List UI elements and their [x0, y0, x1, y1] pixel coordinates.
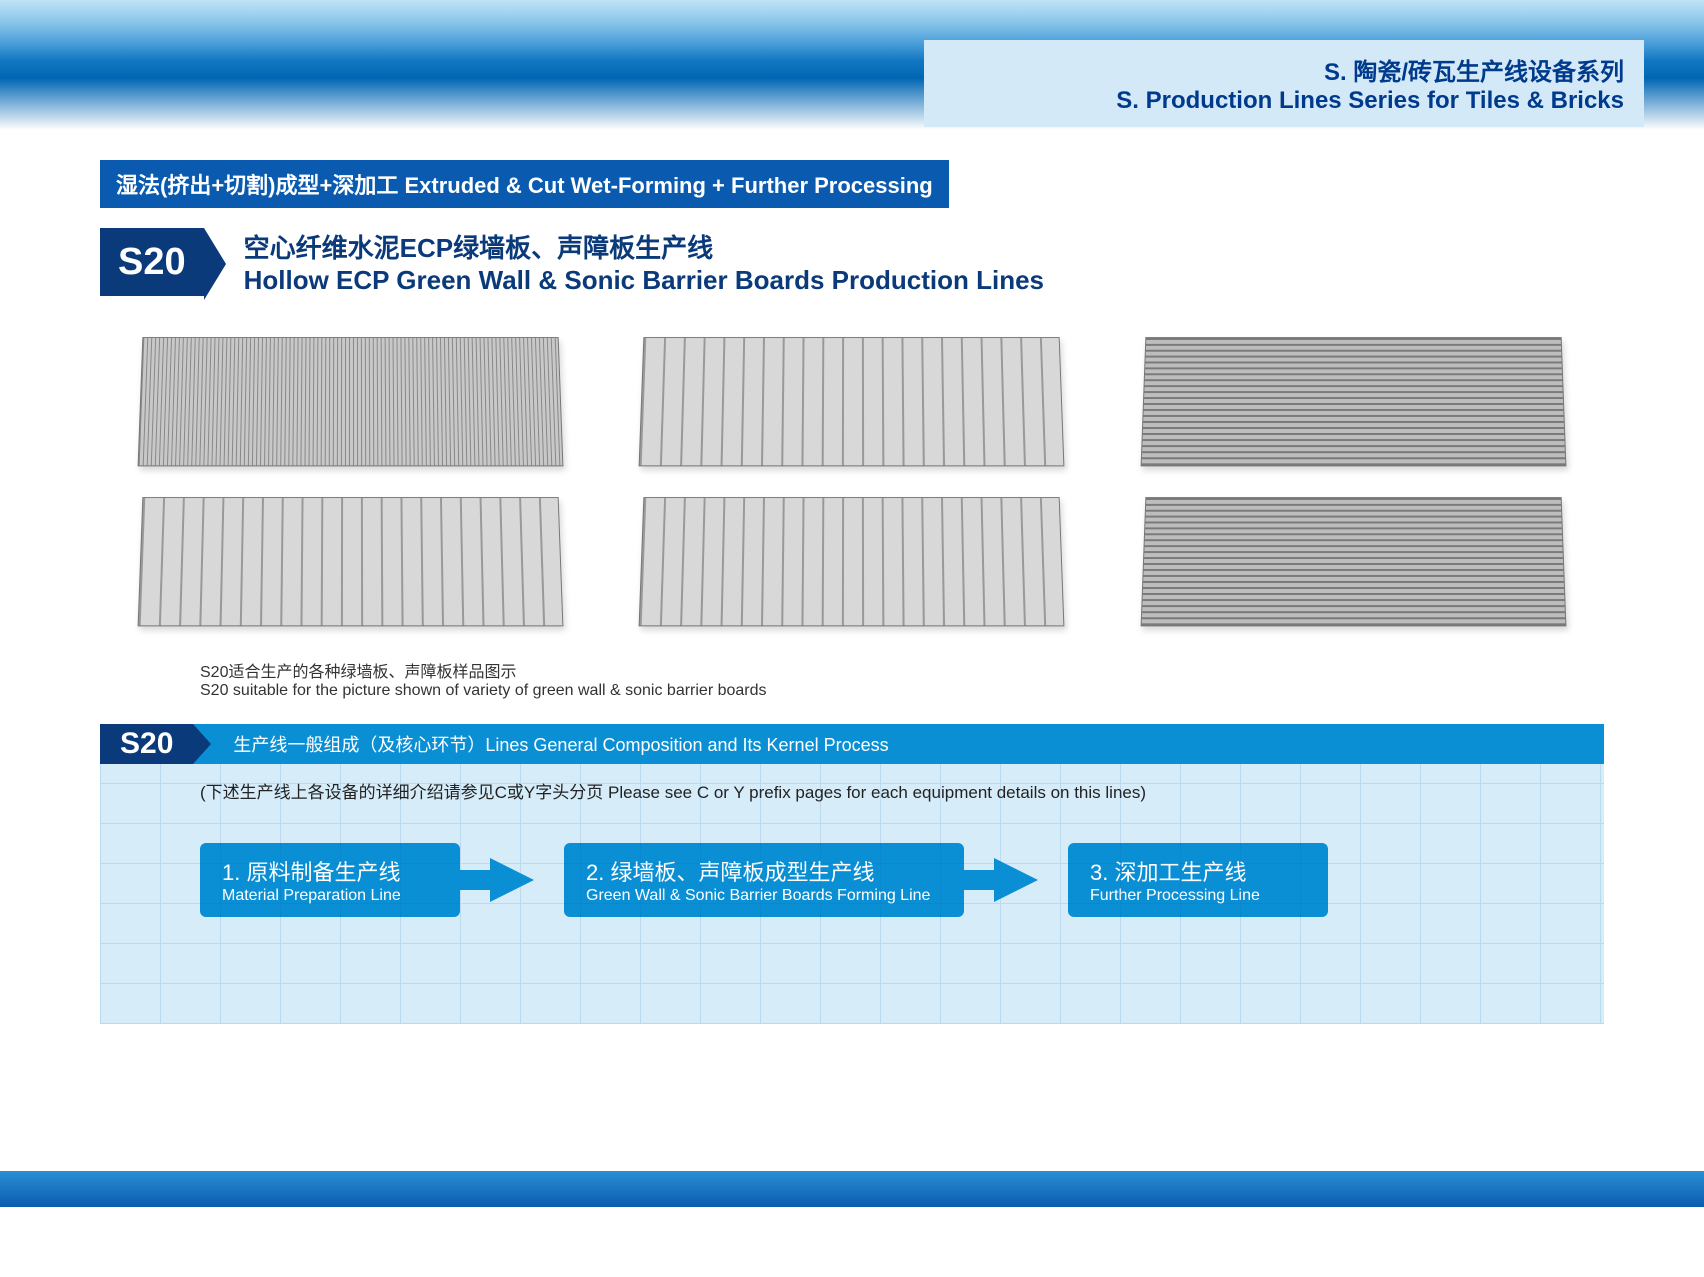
flow-step-2-en: Green Wall & Sonic Barrier Boards Formin…: [586, 887, 942, 905]
header-title-cn: S. 陶瓷/砖瓦生产线设备系列: [944, 52, 1624, 87]
process-flow-row: 1. 原料制备生产线 Material Preparation Line 2. …: [200, 843, 1504, 917]
header-label-box: S. 陶瓷/砖瓦生产线设备系列 S. Production Lines Seri…: [924, 40, 1644, 127]
product-title-row: S20 空心纤维水泥ECP绿墙板、声障板生产线 Hollow ECP Green…: [100, 228, 1604, 296]
process-reference-note: (下述生产线上各设备的详细介绍请参见C或Y字头分页 Please see C o…: [200, 778, 1504, 803]
product-sample-grid: [100, 326, 1604, 646]
section-category-bar: 湿法(挤出+切割)成型+深加工 Extruded & Cut Wet-Formi…: [100, 160, 949, 208]
flow-step-1-cn: 1. 原料制备生产线: [222, 855, 438, 887]
main-content: 湿法(挤出+切割)成型+深加工 Extruded & Cut Wet-Formi…: [0, 130, 1704, 1024]
sample-caption-cn: S20适合生产的各种绿墙板、声障板样品图示: [200, 658, 1604, 682]
flow-arrow-icon: [994, 858, 1038, 902]
flow-step-1: 1. 原料制备生产线 Material Preparation Line: [200, 843, 460, 917]
sample-board-4: [138, 497, 564, 626]
composition-header-bar: S20 生产线一般组成（及核心环节）Lines General Composit…: [100, 724, 1604, 764]
sample-board-3: [1140, 337, 1566, 466]
top-gradient-banner: S. 陶瓷/砖瓦生产线设备系列 S. Production Lines Seri…: [0, 0, 1704, 130]
composition-label: 生产线一般组成（及核心环节）Lines General Composition …: [233, 731, 888, 757]
header-title-en: S. Production Lines Series for Tiles & B…: [944, 87, 1624, 115]
product-code-badge: S20: [100, 228, 204, 296]
sample-caption-en: S20 suitable for the picture shown of va…: [200, 682, 1604, 700]
product-title-text: 空心纤维水泥ECP绿墙板、声障板生产线 Hollow ECP Green Wal…: [244, 228, 1044, 296]
flow-step-3-en: Further Processing Line: [1090, 887, 1306, 905]
product-title-cn: 空心纤维水泥ECP绿墙板、声障板生产线: [244, 228, 1044, 265]
flow-step-1-en: Material Preparation Line: [222, 887, 438, 905]
flow-step-2: 2. 绿墙板、声障板成型生产线 Green Wall & Sonic Barri…: [564, 843, 964, 917]
footer-gradient-strip: [0, 1171, 1704, 1207]
flow-arrow-icon: [490, 858, 534, 902]
sample-board-2: [639, 337, 1065, 466]
flow-step-3: 3. 深加工生产线 Further Processing Line: [1068, 843, 1328, 917]
sample-board-5: [639, 497, 1065, 626]
flow-step-2-cn: 2. 绿墙板、声障板成型生产线: [586, 855, 942, 887]
sample-caption: S20适合生产的各种绿墙板、声障板样品图示 S20 suitable for t…: [200, 658, 1604, 700]
sample-board-6: [1140, 497, 1566, 626]
composition-code-badge: S20: [100, 724, 193, 764]
sample-board-1: [138, 337, 564, 466]
flow-step-3-cn: 3. 深加工生产线: [1090, 855, 1306, 887]
process-flow-panel: (下述生产线上各设备的详细介绍请参见C或Y字头分页 Please see C o…: [100, 764, 1604, 1024]
product-title-en: Hollow ECP Green Wall & Sonic Barrier Bo…: [244, 265, 1044, 296]
